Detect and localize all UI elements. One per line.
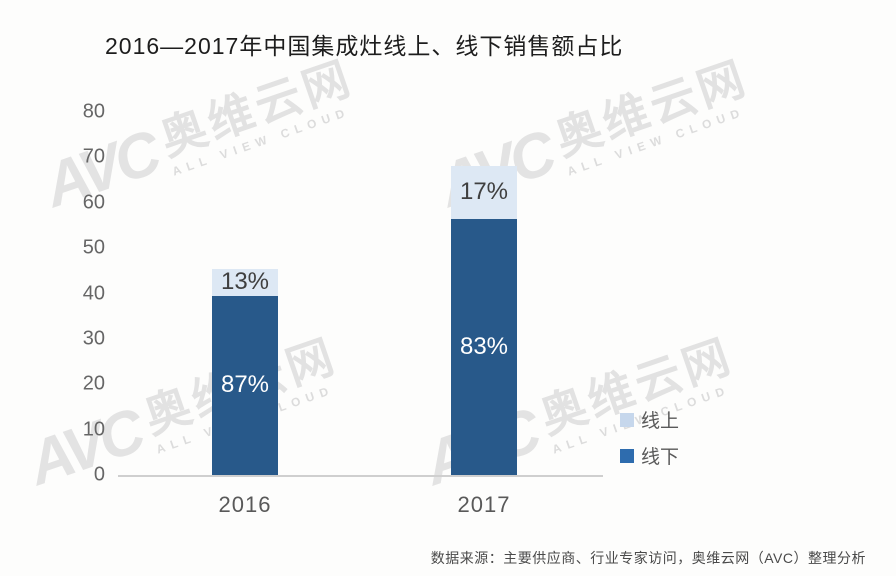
legend: 线上 线下	[620, 406, 679, 469]
legend-label: 线上	[641, 411, 680, 432]
bar-value-label: 13%	[220, 268, 270, 296]
bar-value-label: 17%	[459, 178, 509, 206]
legend-swatch-icon	[620, 448, 634, 463]
x-axis-category-label: 2016	[218, 492, 272, 517]
bar-segment-线上-2017: 17%	[451, 165, 517, 219]
y-axis-tick-label: 80	[82, 100, 105, 123]
y-axis-tick-label: 50	[82, 236, 105, 259]
bar-value-label: 83%	[459, 332, 509, 360]
legend-label: 线下	[641, 447, 680, 468]
bar-segment-线下-2016: 87%	[212, 295, 278, 475]
source-note: 数据来源：主要供应商、行业专家访问，奥维云网（AVC）整理分析	[430, 550, 866, 566]
legend-item-线上: 线上	[620, 406, 679, 433]
y-axis-tick-label: 0	[93, 463, 105, 486]
y-axis-tick-label: 30	[82, 327, 105, 350]
x-axis-line	[118, 475, 603, 477]
legend-swatch-icon	[620, 412, 634, 427]
y-axis-tick-label: 40	[82, 282, 105, 304]
bar-segment-线上-2016: 13%	[212, 268, 278, 296]
y-axis-tick-label: 70	[82, 145, 105, 168]
chart-title: 2016—2017年中国集成灶线上、线下销售额占比	[105, 33, 624, 59]
bar-value-label: 87%	[220, 371, 270, 399]
bar-segment-线下-2017: 83%	[451, 218, 517, 475]
y-axis-tick-label: 20	[82, 372, 105, 395]
y-axis-tick-label: 60	[82, 191, 105, 214]
y-axis-tick-label: 10	[82, 418, 105, 441]
legend-item-线下: 线下	[620, 442, 679, 469]
x-axis-category-label: 2017	[457, 492, 511, 517]
